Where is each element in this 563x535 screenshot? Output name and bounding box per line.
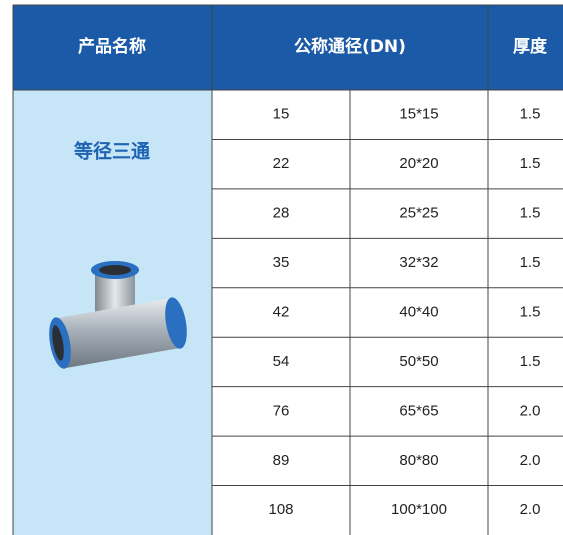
table-cell: 108	[268, 501, 293, 518]
header-band	[13, 5, 563, 90]
table-cell: 100*100	[391, 501, 447, 518]
product-name: 等径三通	[73, 140, 151, 163]
table-cell: 2.0	[520, 501, 541, 518]
table-cell: 2.0	[520, 452, 541, 469]
header-cell: 厚度	[513, 36, 548, 57]
table-cell: 54	[273, 353, 290, 370]
table-cell: 80*80	[399, 452, 438, 469]
table-cell: 65*65	[399, 402, 438, 419]
table-cell: 1.5	[520, 353, 541, 370]
table-cell: 15*15	[399, 106, 438, 123]
table-cell: 1.5	[520, 155, 541, 172]
table-cell: 22	[273, 155, 290, 172]
header-cell: 公称通径(DN)	[294, 36, 406, 57]
table-cell: 1.5	[520, 303, 541, 320]
table-cell: 15	[273, 106, 290, 123]
table-cell: 2.0	[520, 402, 541, 419]
header-cell: 产品名称	[78, 36, 146, 57]
table-cell: 1.5	[520, 205, 541, 222]
table-cell: 50*50	[399, 353, 438, 370]
table-cell: 76	[273, 402, 290, 419]
table-cell: 42	[273, 303, 290, 320]
table-cell: 1.5	[520, 106, 541, 123]
table-cell: 1.5	[520, 254, 541, 271]
table-cell: 35	[273, 254, 290, 271]
table-cell: 20*20	[399, 155, 438, 172]
table-cell: 28	[273, 205, 290, 222]
table-cell: 25*25	[399, 205, 438, 222]
table-cell: 89	[273, 452, 290, 469]
tee-fitting-image	[49, 261, 187, 369]
table-cell: 40*40	[399, 303, 438, 320]
table-cell: 32*32	[399, 254, 438, 271]
